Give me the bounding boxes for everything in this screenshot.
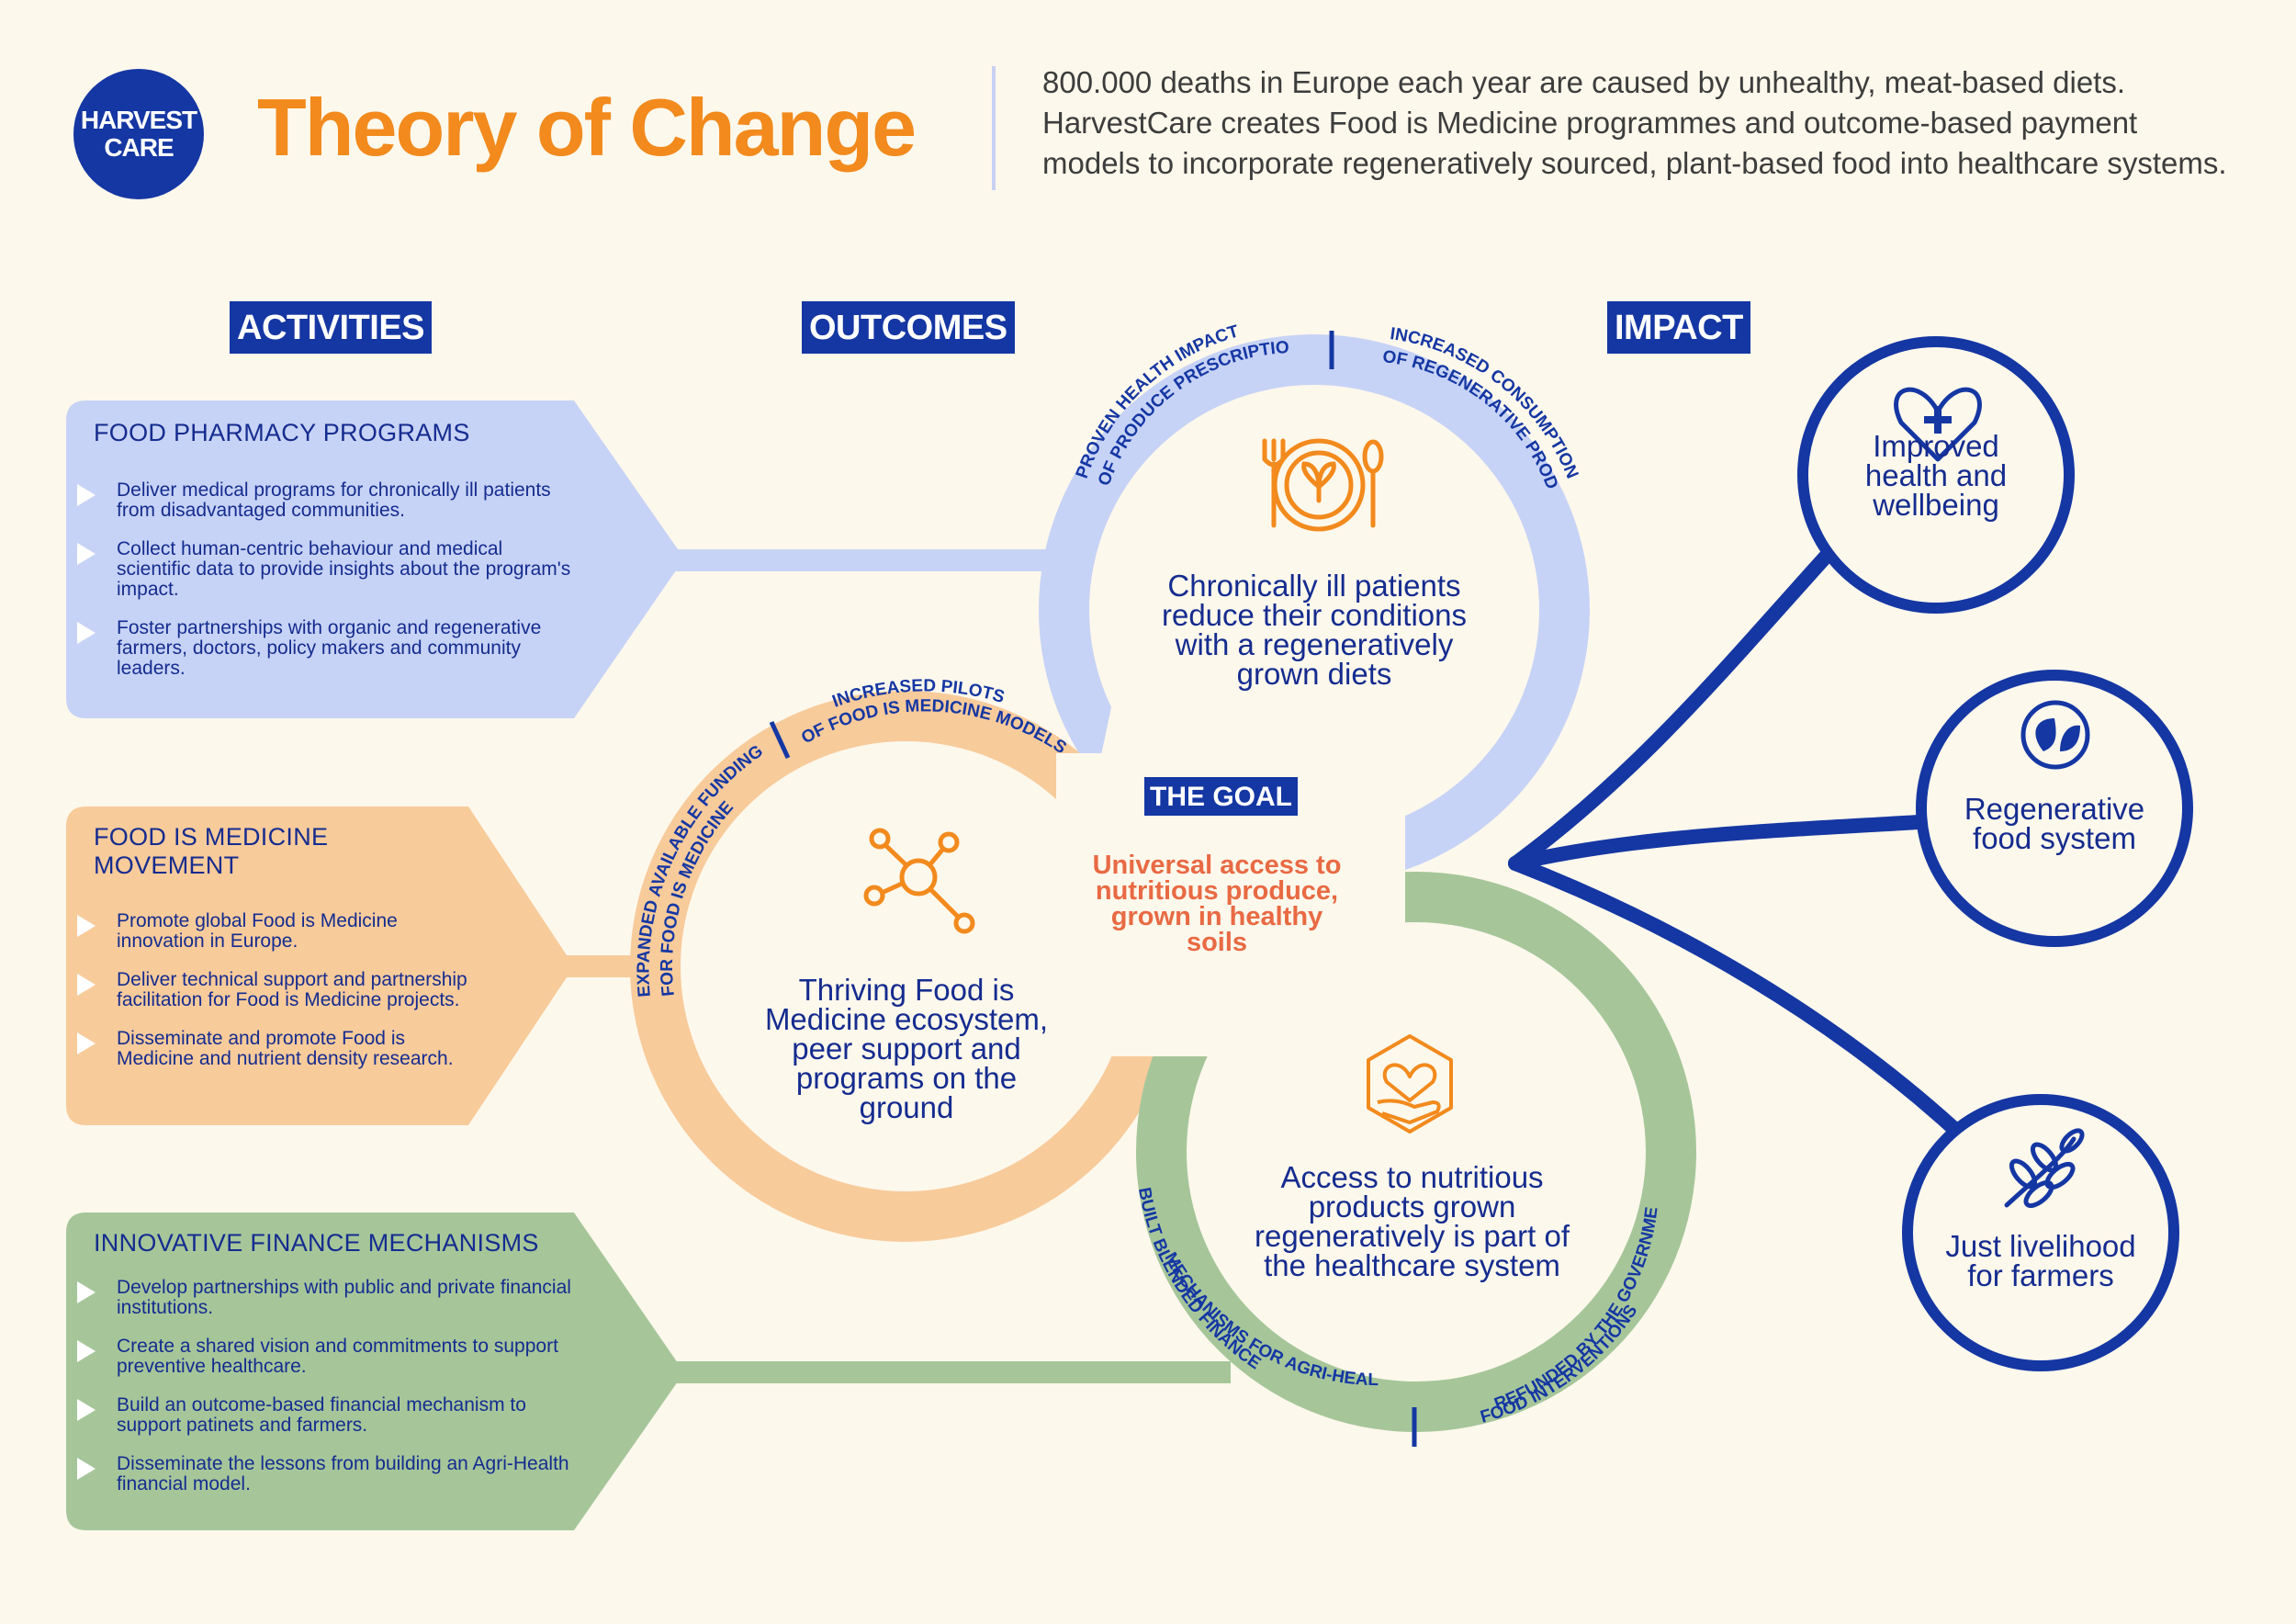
impact-connector-health [1508, 507, 1872, 871]
impact-text-food: Regenerative food system [1964, 792, 2145, 855]
network-icon [863, 828, 975, 934]
logo-line1: HARVEST [80, 106, 197, 134]
list-item: Disseminate and promote Food is Medicine… [66, 1029, 470, 1069]
list-item: Promote global Food is Medicine innovati… [66, 911, 470, 952]
hand-heart-icon [1367, 1034, 1453, 1133]
card-shape-finance [66, 1212, 684, 1530]
outcome-text-blue: Chronically ill patients reduce their co… [1161, 569, 1468, 691]
activity-card-pharmacy: FOOD PHARMACY PROGRAMS Deliver medical p… [66, 400, 580, 697]
harvestcare-logo: HARVEST CARE [73, 69, 204, 199]
card-shape-pharmacy [66, 400, 684, 718]
arc-divider-orange [769, 720, 791, 760]
wheat-icon [2004, 1128, 2085, 1209]
impact-text-health: Improved health and wellbeing [1864, 429, 2008, 522]
list-item: Deliver medical programs for chronically… [66, 480, 580, 521]
impact-connector-farmers [1508, 856, 1973, 1146]
list-item: Build an outcome-based financial mechani… [66, 1395, 580, 1436]
card-title: FOOD IS MEDICINE MOVEMENT [94, 823, 329, 879]
plate-fork-spoon-icon [1262, 438, 1384, 532]
list-item: Deliver technical support and partnershi… [66, 970, 470, 1010]
list-item: Collect human-centric behaviour and medi… [66, 539, 580, 600]
list-item: Create a shared vision and commitments t… [66, 1336, 580, 1377]
goal-text: Universal access to nutritious produce, … [1092, 851, 1342, 957]
outcome-text-green: Access to nutritious products grown rege… [1254, 1160, 1570, 1282]
impact-connector-food [1508, 815, 1927, 871]
header-divider [992, 66, 996, 190]
activities-heading: ACTIVITIES [230, 301, 433, 354]
card-title: FOOD PHARMACY PROGRAMS [94, 419, 470, 446]
impact-circle-farmers [1902, 1094, 2179, 1371]
goal-heading: THE GOAL [1144, 777, 1298, 816]
outcome-text-orange: Thriving Food is Medicine ecosystem, pee… [764, 973, 1049, 1124]
impact-text-farmers: Just livelihood for farmers [1945, 1229, 2136, 1292]
list-item: Develop partnerships with public and pri… [66, 1278, 580, 1318]
leaf-icon [2020, 700, 2090, 770]
card-title: INNOVATIVE FINANCE MECHANISMS [94, 1229, 539, 1257]
list-item: Foster partnerships with organic and reg… [66, 618, 580, 679]
impact-heading: IMPACT [1607, 301, 1750, 354]
list-item: Disseminate the lessons from building an… [66, 1454, 580, 1494]
connector-finance [588, 1361, 1231, 1383]
heart-plus-icon [1894, 387, 1982, 462]
outcomes-heading: OUTCOMES [802, 301, 1015, 354]
activity-card-finance: INNOVATIVE FINANCE MECHANISMS Develop pa… [66, 1212, 580, 1513]
activity-card-movement: FOOD IS MEDICINE MOVEMENT Promote global… [66, 806, 470, 1088]
card-shape-movement [66, 806, 574, 1125]
page-title: Theory of Change [257, 82, 917, 173]
impact-circle-health [1797, 336, 2075, 614]
logo-line2: CARE [104, 133, 174, 162]
intro-text: 800.000 deaths in Europe each year are c… [1042, 65, 2227, 180]
impact-circle-food [1916, 670, 2193, 947]
